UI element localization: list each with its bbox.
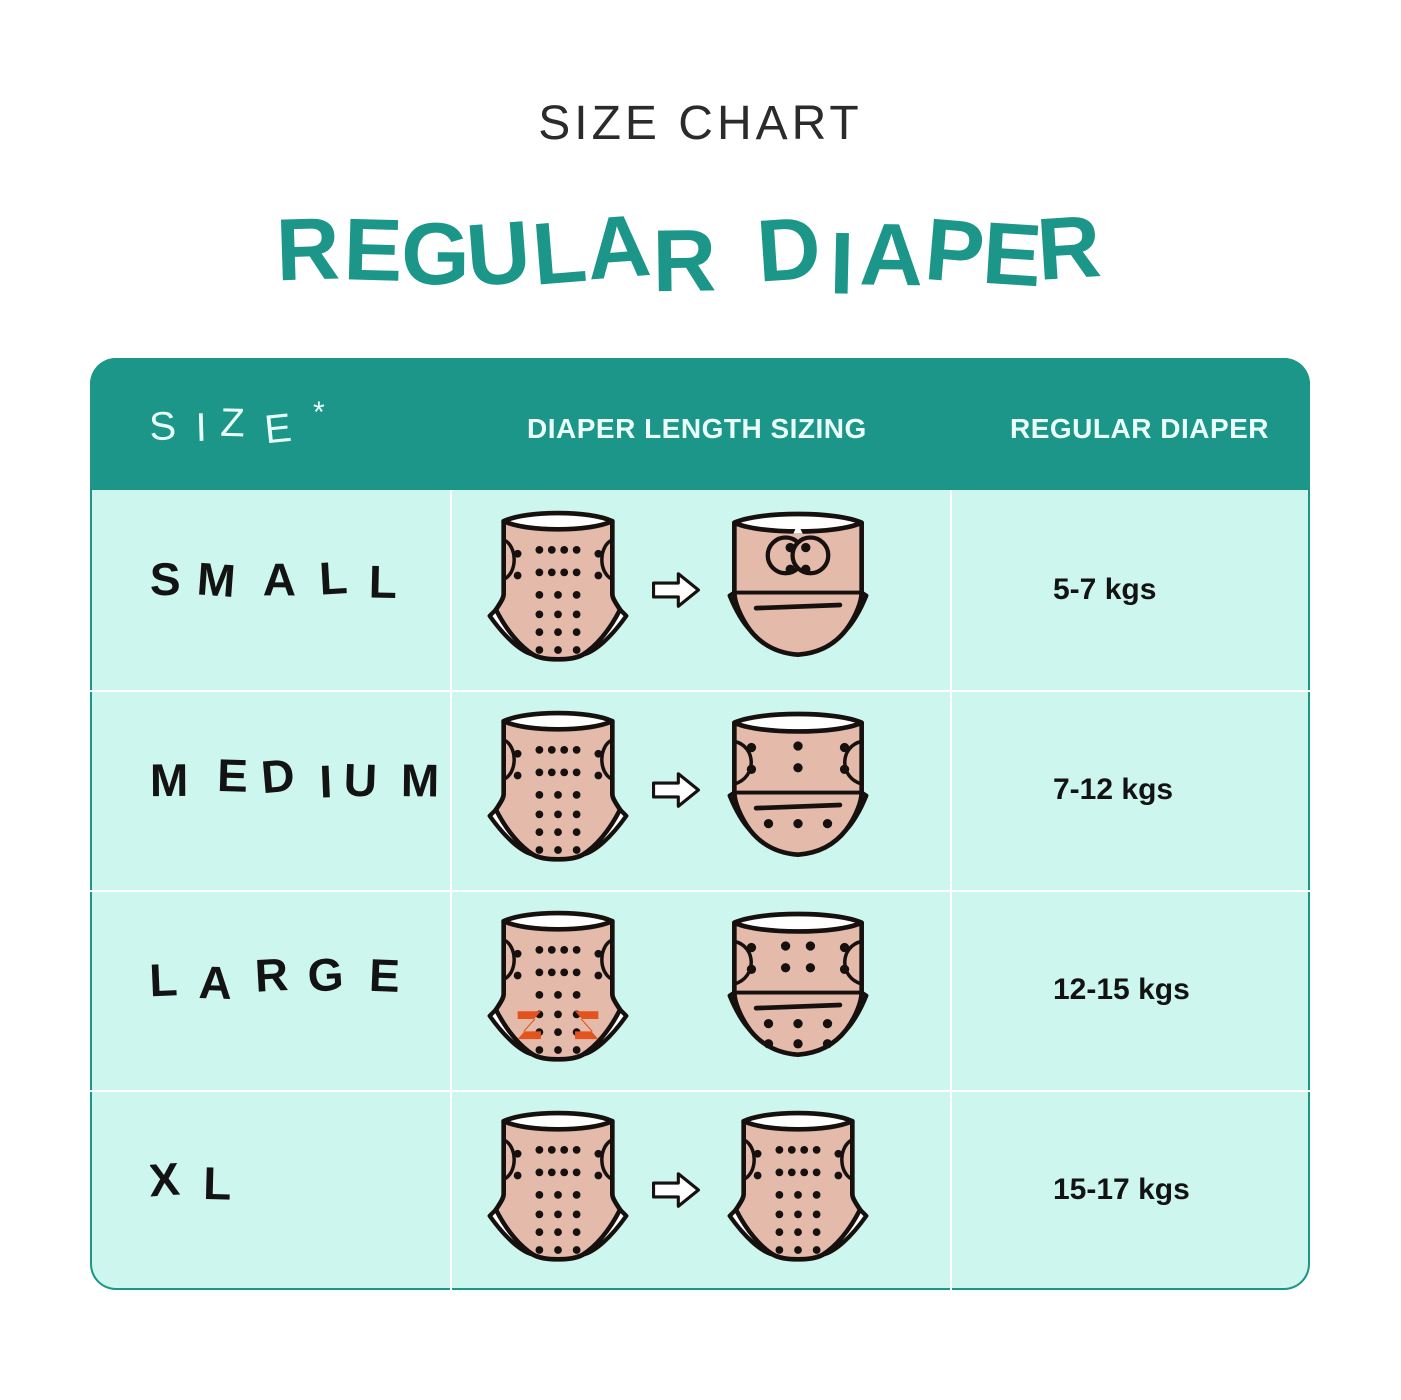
svg-text:A: A <box>858 206 923 304</box>
svg-text:E: E <box>368 949 401 1002</box>
svg-text:A: A <box>583 206 654 298</box>
svg-text:P: P <box>921 206 988 303</box>
svg-text:L: L <box>203 1157 232 1210</box>
svg-text:A: A <box>198 956 233 1009</box>
svg-text:*: * <box>313 400 325 429</box>
svg-text:E: E <box>216 749 248 802</box>
svg-text:R: R <box>651 210 716 310</box>
svg-text:L: L <box>150 953 179 1006</box>
svg-text:E: E <box>342 206 403 300</box>
svg-text:U: U <box>462 206 533 305</box>
svg-text:G: G <box>400 206 469 303</box>
svg-text:S: S <box>150 553 181 605</box>
svg-text:I: I <box>319 755 334 807</box>
svg-text:L: L <box>318 551 349 604</box>
svg-text:X: X <box>150 1152 182 1206</box>
svg-text:L: L <box>368 555 397 608</box>
svg-text:R: R <box>277 206 341 299</box>
svg-text:I: I <box>195 406 207 450</box>
svg-text:A: A <box>263 553 296 605</box>
svg-text:D: D <box>259 749 297 804</box>
svg-text:S: S <box>150 404 177 449</box>
svg-text:R: R <box>1033 206 1103 299</box>
svg-text:M: M <box>195 552 237 607</box>
svg-text:L: L <box>528 206 590 304</box>
svg-text:M: M <box>150 754 188 806</box>
svg-text:M: M <box>401 754 440 806</box>
svg-text:G: G <box>306 949 345 1002</box>
svg-text:I: I <box>828 213 855 313</box>
svg-text:Z: Z <box>220 401 246 446</box>
svg-text:U: U <box>343 754 378 807</box>
svg-text:E: E <box>262 406 293 452</box>
svg-text:R: R <box>254 949 290 1002</box>
svg-text:D: D <box>753 206 823 301</box>
